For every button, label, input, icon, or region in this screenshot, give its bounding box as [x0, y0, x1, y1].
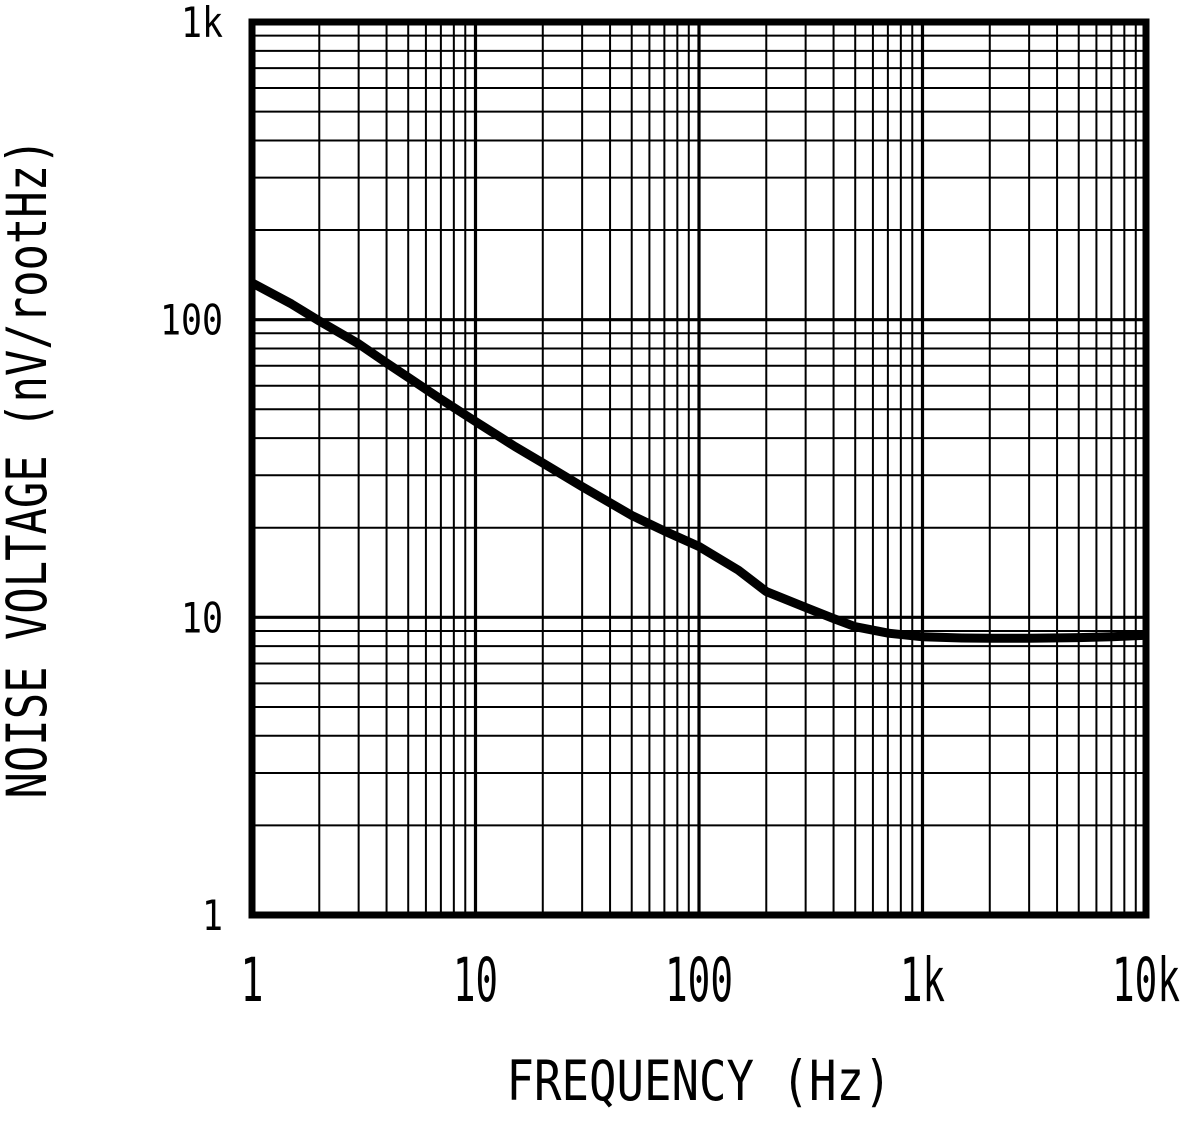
- x-axis-tick-labels: 1 10 100 1k 10k: [241, 945, 1181, 1016]
- noise-voltage-curve: [249, 278, 1147, 643]
- x-tick-label-1k: 1k: [900, 945, 945, 1016]
- x-tick-label-1: 1: [241, 945, 264, 1016]
- y-axis-tick-labels: 1 10 100 1k: [160, 0, 223, 940]
- grid-major-lines: [252, 22, 1146, 915]
- y-axis-title: NOISE VOLTAGE (nV/rootHz): [0, 139, 59, 799]
- y-tick-label-10: 10: [181, 593, 223, 642]
- y-tick-label-100: 100: [160, 296, 223, 345]
- y-tick-label-1k: 1k: [181, 0, 223, 47]
- y-tick-label-1: 1: [202, 891, 223, 940]
- grid-minor-lines: [252, 22, 1146, 915]
- x-tick-label-10k: 10k: [1112, 945, 1180, 1016]
- x-tick-label-10: 10: [453, 945, 498, 1016]
- plot-border: [248, 18, 1150, 919]
- x-axis-title: FREQUENCY (Hz): [507, 1049, 892, 1113]
- x-tick-label-100: 100: [665, 945, 733, 1016]
